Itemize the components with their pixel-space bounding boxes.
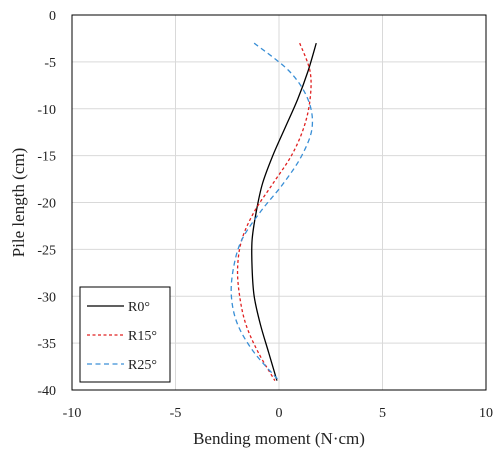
series-layer <box>230 42 317 382</box>
y-tick-label: -35 <box>37 337 56 352</box>
y-tick-label: -30 <box>37 290 56 305</box>
y-tick-label: -25 <box>37 243 56 258</box>
y-tick-labels: 0 -5 -10 -15 -20 -25 -30 -35 -40 <box>37 9 56 399</box>
x-tick-label: 0 <box>276 406 283 421</box>
legend-label: R0° <box>128 300 150 315</box>
x-tick-label: -10 <box>63 406 82 421</box>
x-axis-title: Bending moment (N·cm) <box>193 429 365 448</box>
x-tick-label: 10 <box>479 406 493 421</box>
y-axis-title: Pile length (cm) <box>9 148 28 258</box>
x-tick-labels: -10 -5 0 5 10 <box>63 406 493 421</box>
x-tick-label: 5 <box>379 406 386 421</box>
y-tick-label: -10 <box>37 103 56 118</box>
legend: R0° R15° R25° <box>79 286 171 383</box>
y-tick-label: -15 <box>37 150 56 165</box>
y-tick-label: -5 <box>44 56 56 71</box>
y-tick-label: -20 <box>37 197 56 212</box>
series-line-2 <box>230 42 314 382</box>
y-tick-label: -40 <box>37 384 56 399</box>
legend-label: R15° <box>128 329 157 344</box>
y-tick-label: 0 <box>49 9 56 24</box>
series-line-0 <box>251 42 317 381</box>
legend-label: R25° <box>128 358 157 373</box>
x-tick-label: -5 <box>170 406 182 421</box>
plot-area-frame <box>71 14 487 391</box>
